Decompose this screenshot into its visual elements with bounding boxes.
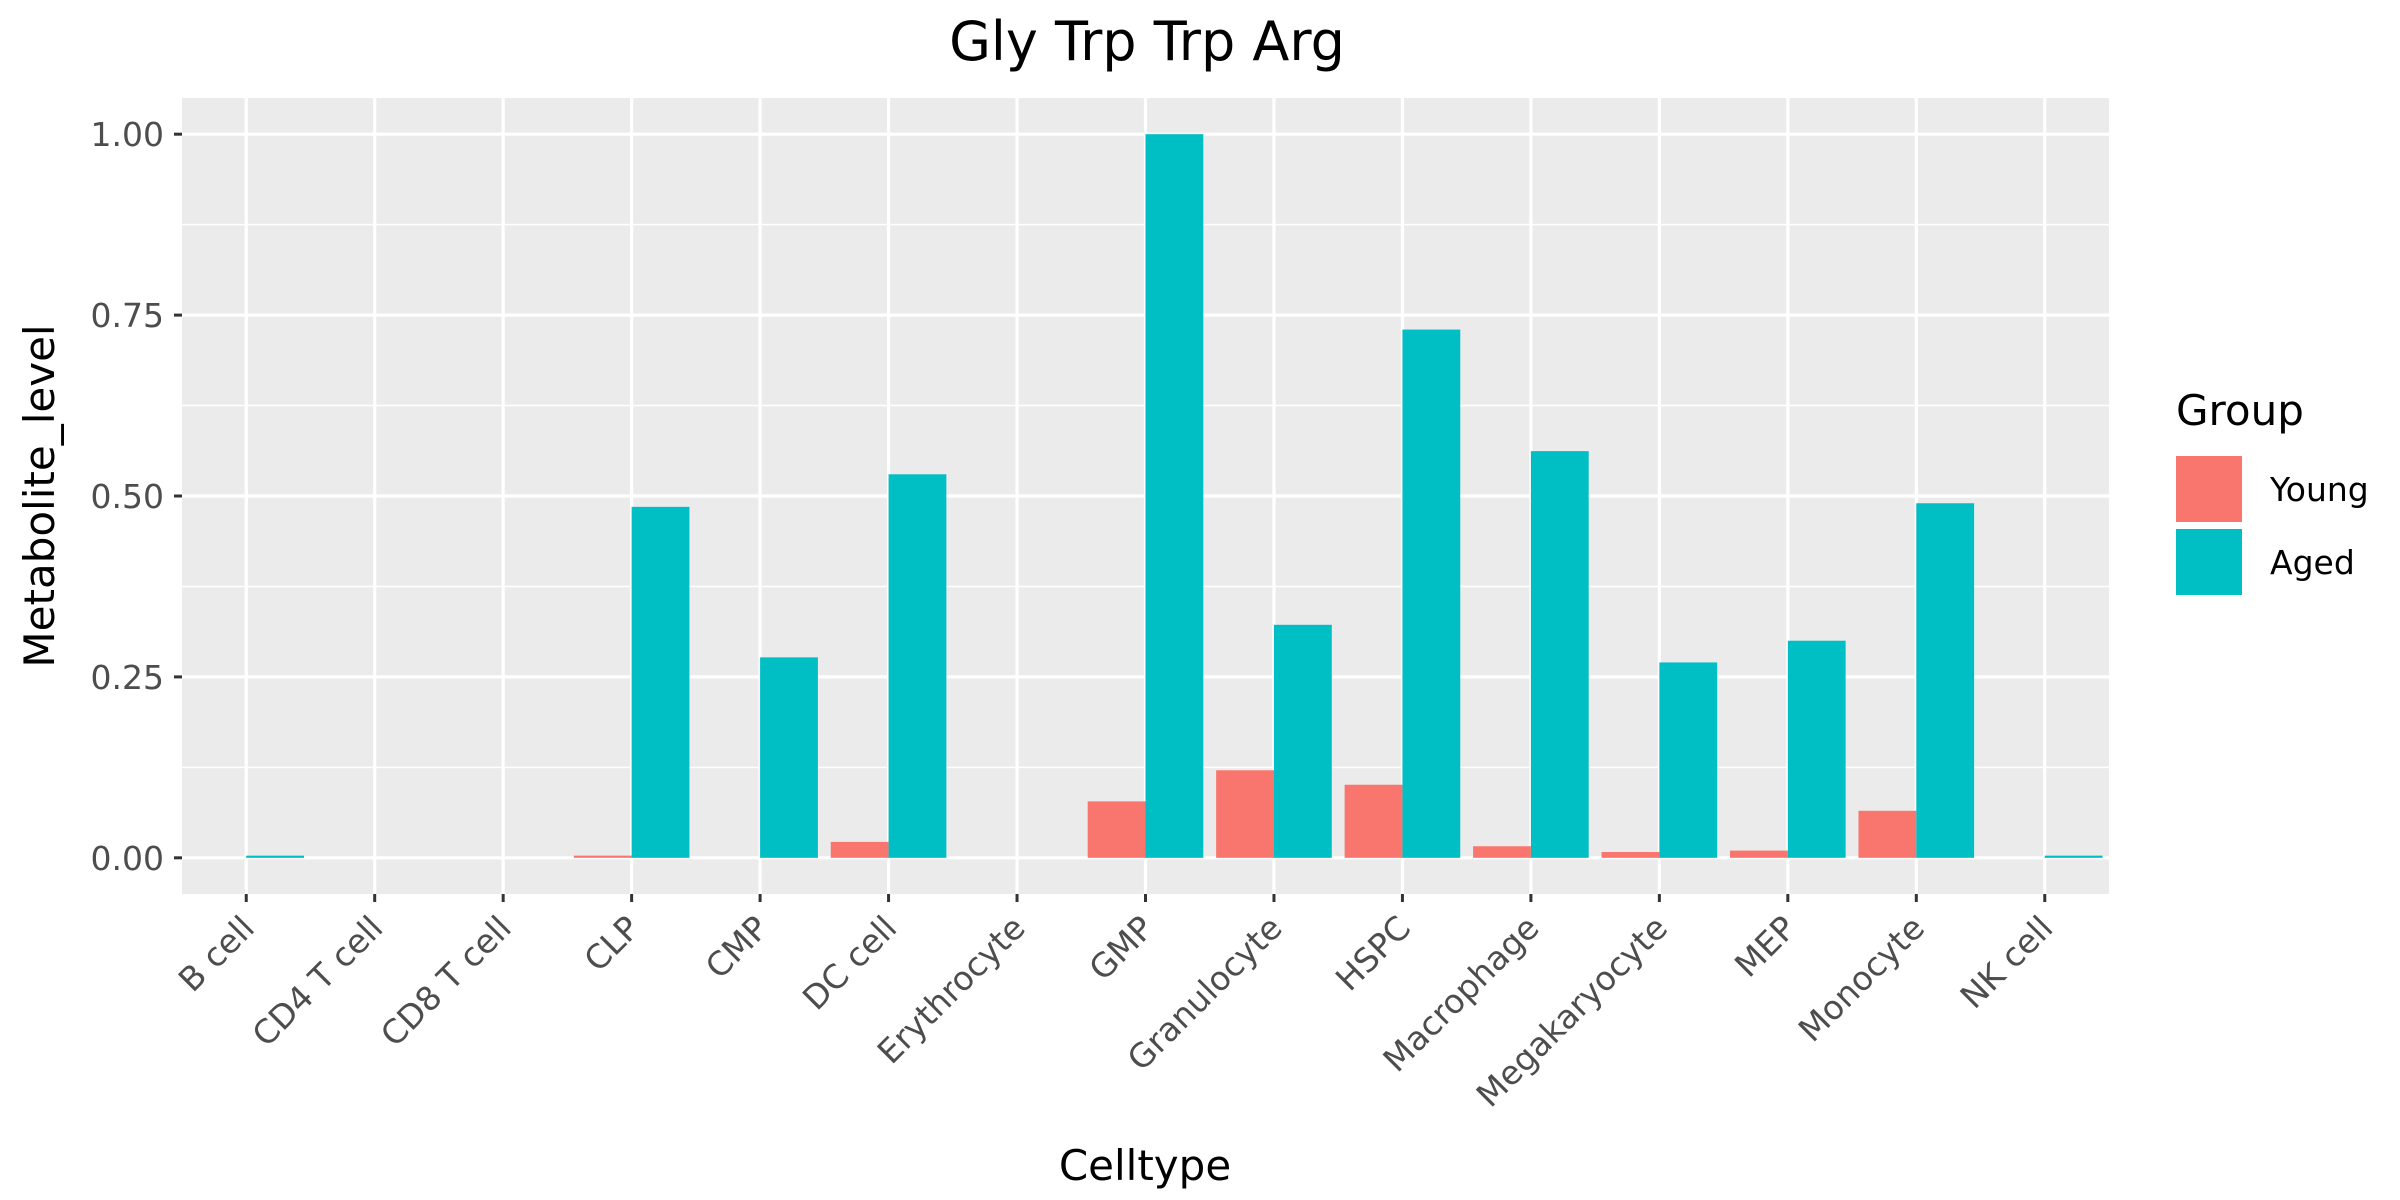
bar-young (1601, 852, 1660, 858)
x-tick-label: CD4 T cell (244, 908, 390, 1054)
y-tick-label: 0.75 (91, 296, 164, 335)
y-tick-label: 0.00 (91, 839, 164, 878)
bar-aged (2044, 855, 2103, 858)
bar-aged (760, 657, 818, 858)
bar-aged (246, 855, 305, 858)
x-axis-title: Celltype (1059, 1141, 1231, 1190)
legend-label: Young (2269, 470, 2369, 509)
y-tick-label: 0.25 (91, 658, 164, 697)
bar-young (1216, 770, 1274, 858)
x-tick-label: GMP (1081, 908, 1161, 988)
legend-key-aged (2176, 529, 2242, 595)
y-axis-title: Metabolite_level (15, 324, 64, 667)
legend-key-young (2176, 456, 2242, 522)
bar-aged (1530, 451, 1589, 858)
bar-aged (1402, 329, 1461, 858)
bar-young (1087, 801, 1146, 858)
bar-aged (1916, 503, 1975, 858)
x-tick-label: CD8 T cell (373, 908, 519, 1054)
x-tick-label: Monocyte (1791, 908, 1932, 1049)
y-axis: 0.00 0.25 0.50 0.75 1.00 (91, 115, 182, 878)
bar-young (1730, 850, 1788, 858)
bars (246, 134, 2103, 858)
x-tick-label: DC cell (795, 908, 904, 1017)
bar-young (1858, 810, 1917, 858)
chart-title: Gly Trp Trp Arg (949, 10, 1345, 73)
x-tick-label: MEP (1727, 908, 1804, 985)
y-tick-label: 0.50 (91, 477, 164, 516)
bar-aged (1659, 662, 1718, 858)
bar-aged (1273, 624, 1332, 858)
bar-aged (631, 506, 690, 858)
x-tick-label: CMP (698, 908, 776, 986)
bar-young (1473, 846, 1531, 858)
legend-title: Group (2176, 386, 2304, 435)
bar-young (1344, 784, 1403, 858)
y-tick-label: 1.00 (91, 115, 164, 154)
legend: Group Young Aged (2176, 386, 2369, 595)
bar-young (830, 841, 889, 858)
x-tick-label: HSPC (1328, 908, 1418, 998)
x-tick-label: B cell (171, 908, 262, 999)
bar-aged (1145, 134, 1204, 858)
bar-aged (888, 474, 947, 858)
x-tick-label: NK cell (1953, 908, 2061, 1016)
bar-young (573, 855, 632, 858)
bar-aged (1787, 640, 1846, 858)
legend-label: Aged (2270, 543, 2355, 582)
x-tick-label: CLP (576, 908, 647, 979)
